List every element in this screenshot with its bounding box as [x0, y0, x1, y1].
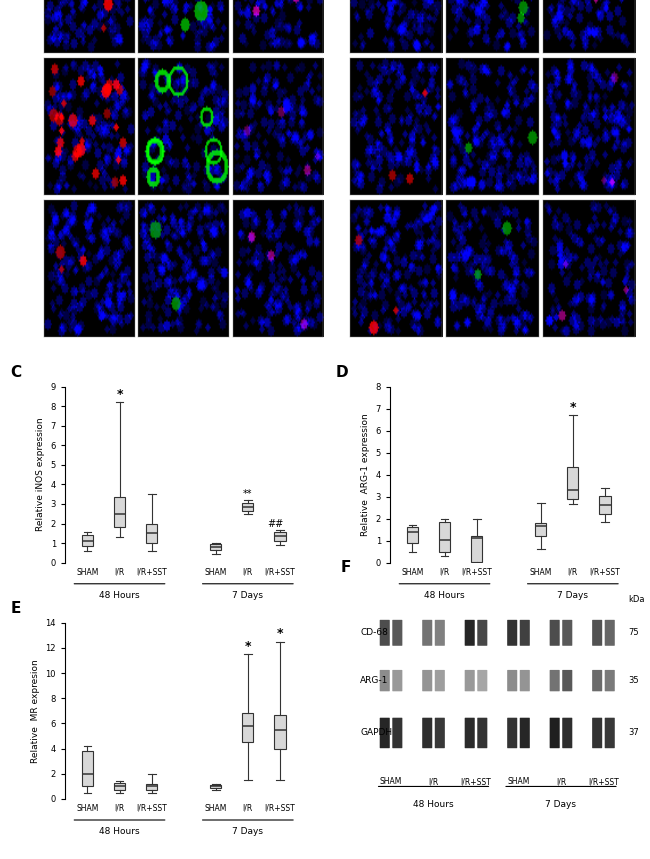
- Text: D: D: [335, 364, 348, 380]
- Text: F: F: [341, 560, 351, 575]
- FancyBboxPatch shape: [550, 670, 560, 691]
- Text: E: E: [10, 600, 21, 616]
- FancyBboxPatch shape: [435, 718, 445, 748]
- Text: CD-68: CD-68: [360, 628, 388, 637]
- FancyBboxPatch shape: [422, 718, 432, 748]
- Bar: [599, 496, 610, 515]
- Y-axis label: Relative iNOS expression: Relative iNOS expression: [36, 417, 45, 532]
- Bar: [146, 783, 157, 790]
- Y-axis label: I/R+SST0001: I/R+SST0001: [341, 243, 350, 294]
- Bar: [274, 533, 285, 541]
- Bar: [439, 522, 450, 551]
- FancyBboxPatch shape: [435, 670, 445, 691]
- FancyBboxPatch shape: [592, 718, 602, 748]
- Text: *: *: [277, 627, 283, 641]
- Text: 48 Hours: 48 Hours: [99, 591, 140, 600]
- FancyBboxPatch shape: [422, 620, 432, 646]
- Bar: [82, 751, 93, 786]
- FancyBboxPatch shape: [380, 670, 390, 691]
- Bar: [242, 713, 254, 742]
- FancyBboxPatch shape: [393, 718, 402, 748]
- Text: ARG-1: ARG-1: [360, 676, 389, 685]
- Text: 35: 35: [629, 676, 639, 685]
- Y-axis label: Relative  ARG-1 expression: Relative ARG-1 expression: [361, 413, 370, 536]
- FancyBboxPatch shape: [477, 670, 488, 691]
- Text: I/R+SST: I/R+SST: [461, 777, 491, 786]
- Y-axis label: Relative  MR expresion: Relative MR expresion: [31, 659, 40, 763]
- FancyBboxPatch shape: [507, 670, 517, 691]
- FancyBboxPatch shape: [477, 718, 488, 748]
- Text: I/R: I/R: [556, 777, 566, 786]
- FancyBboxPatch shape: [550, 718, 560, 748]
- FancyBboxPatch shape: [562, 620, 572, 646]
- FancyBboxPatch shape: [592, 670, 602, 691]
- FancyBboxPatch shape: [604, 718, 615, 748]
- Bar: [210, 544, 222, 550]
- Text: *: *: [244, 640, 251, 653]
- Bar: [210, 785, 222, 789]
- Text: **: **: [243, 489, 253, 499]
- FancyBboxPatch shape: [604, 670, 615, 691]
- Text: 75: 75: [629, 628, 639, 637]
- Text: SHAM: SHAM: [507, 777, 530, 786]
- FancyBboxPatch shape: [393, 670, 402, 691]
- Text: 48 Hours: 48 Hours: [424, 591, 465, 600]
- Bar: [82, 535, 93, 546]
- Text: 7 Days: 7 Days: [545, 800, 577, 809]
- Text: I/R+SST: I/R+SST: [588, 777, 619, 786]
- FancyBboxPatch shape: [550, 620, 560, 646]
- Bar: [242, 503, 254, 511]
- FancyBboxPatch shape: [465, 620, 474, 646]
- Text: 7 Days: 7 Days: [232, 827, 263, 836]
- FancyBboxPatch shape: [520, 718, 530, 748]
- Bar: [114, 783, 125, 790]
- Text: GAPDH: GAPDH: [360, 728, 393, 738]
- FancyBboxPatch shape: [422, 670, 432, 691]
- FancyBboxPatch shape: [393, 620, 402, 646]
- FancyBboxPatch shape: [477, 620, 488, 646]
- FancyBboxPatch shape: [507, 718, 517, 748]
- Text: 37: 37: [629, 728, 640, 738]
- Y-axis label: I/R: I/R: [36, 122, 45, 131]
- Text: *: *: [116, 388, 123, 401]
- Text: 48 Hours: 48 Hours: [413, 800, 454, 809]
- FancyBboxPatch shape: [520, 620, 530, 646]
- Text: 7 Days: 7 Days: [557, 591, 588, 600]
- FancyBboxPatch shape: [380, 718, 390, 748]
- Text: ##: ##: [267, 520, 283, 529]
- FancyBboxPatch shape: [604, 620, 615, 646]
- Bar: [114, 497, 125, 527]
- Bar: [535, 523, 547, 536]
- Text: *: *: [569, 401, 576, 414]
- FancyBboxPatch shape: [507, 620, 517, 646]
- Bar: [407, 527, 418, 543]
- FancyBboxPatch shape: [562, 670, 572, 691]
- Y-axis label: I/R: I/R: [341, 122, 350, 131]
- Bar: [567, 467, 578, 499]
- Text: 48 Hours: 48 Hours: [99, 827, 140, 836]
- FancyBboxPatch shape: [465, 718, 474, 748]
- Y-axis label: I/R+SST0001: I/R+SST0001: [36, 243, 45, 294]
- Text: C: C: [10, 364, 22, 380]
- Text: I/R: I/R: [428, 777, 439, 786]
- FancyBboxPatch shape: [562, 718, 572, 748]
- FancyBboxPatch shape: [520, 670, 530, 691]
- Text: kDa: kDa: [629, 595, 645, 604]
- FancyBboxPatch shape: [592, 620, 602, 646]
- Bar: [274, 715, 285, 748]
- FancyBboxPatch shape: [435, 620, 445, 646]
- Bar: [146, 523, 157, 543]
- FancyBboxPatch shape: [380, 620, 390, 646]
- Bar: [471, 536, 482, 562]
- Text: SHAM: SHAM: [380, 777, 402, 786]
- FancyBboxPatch shape: [465, 670, 474, 691]
- Text: 7 Days: 7 Days: [232, 591, 263, 600]
